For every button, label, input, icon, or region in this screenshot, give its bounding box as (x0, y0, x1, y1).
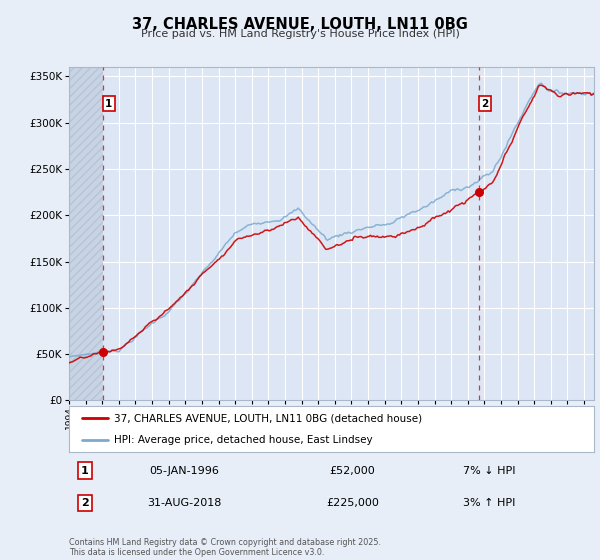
Bar (69, 67, 103, 400)
Text: 7% ↓ HPI: 7% ↓ HPI (463, 465, 515, 475)
Text: Contains HM Land Registry data © Crown copyright and database right 2025.
This d: Contains HM Land Registry data © Crown c… (69, 538, 381, 557)
Text: £52,000: £52,000 (329, 465, 376, 475)
Text: 3% ↑ HPI: 3% ↑ HPI (463, 498, 515, 508)
Text: 2: 2 (81, 498, 89, 508)
Text: 31-AUG-2018: 31-AUG-2018 (148, 498, 221, 508)
Text: 1: 1 (105, 99, 112, 109)
Text: 1: 1 (81, 465, 89, 475)
Text: Price paid vs. HM Land Registry's House Price Index (HPI): Price paid vs. HM Land Registry's House … (140, 29, 460, 39)
Text: 37, CHARLES AVENUE, LOUTH, LN11 0BG: 37, CHARLES AVENUE, LOUTH, LN11 0BG (132, 17, 468, 32)
Text: 2: 2 (481, 99, 488, 109)
Text: 05-JAN-1996: 05-JAN-1996 (149, 465, 220, 475)
Text: 37, CHARLES AVENUE, LOUTH, LN11 0BG (detached house): 37, CHARLES AVENUE, LOUTH, LN11 0BG (det… (113, 413, 422, 423)
Text: HPI: Average price, detached house, East Lindsey: HPI: Average price, detached house, East… (113, 435, 372, 445)
Text: £225,000: £225,000 (326, 498, 379, 508)
